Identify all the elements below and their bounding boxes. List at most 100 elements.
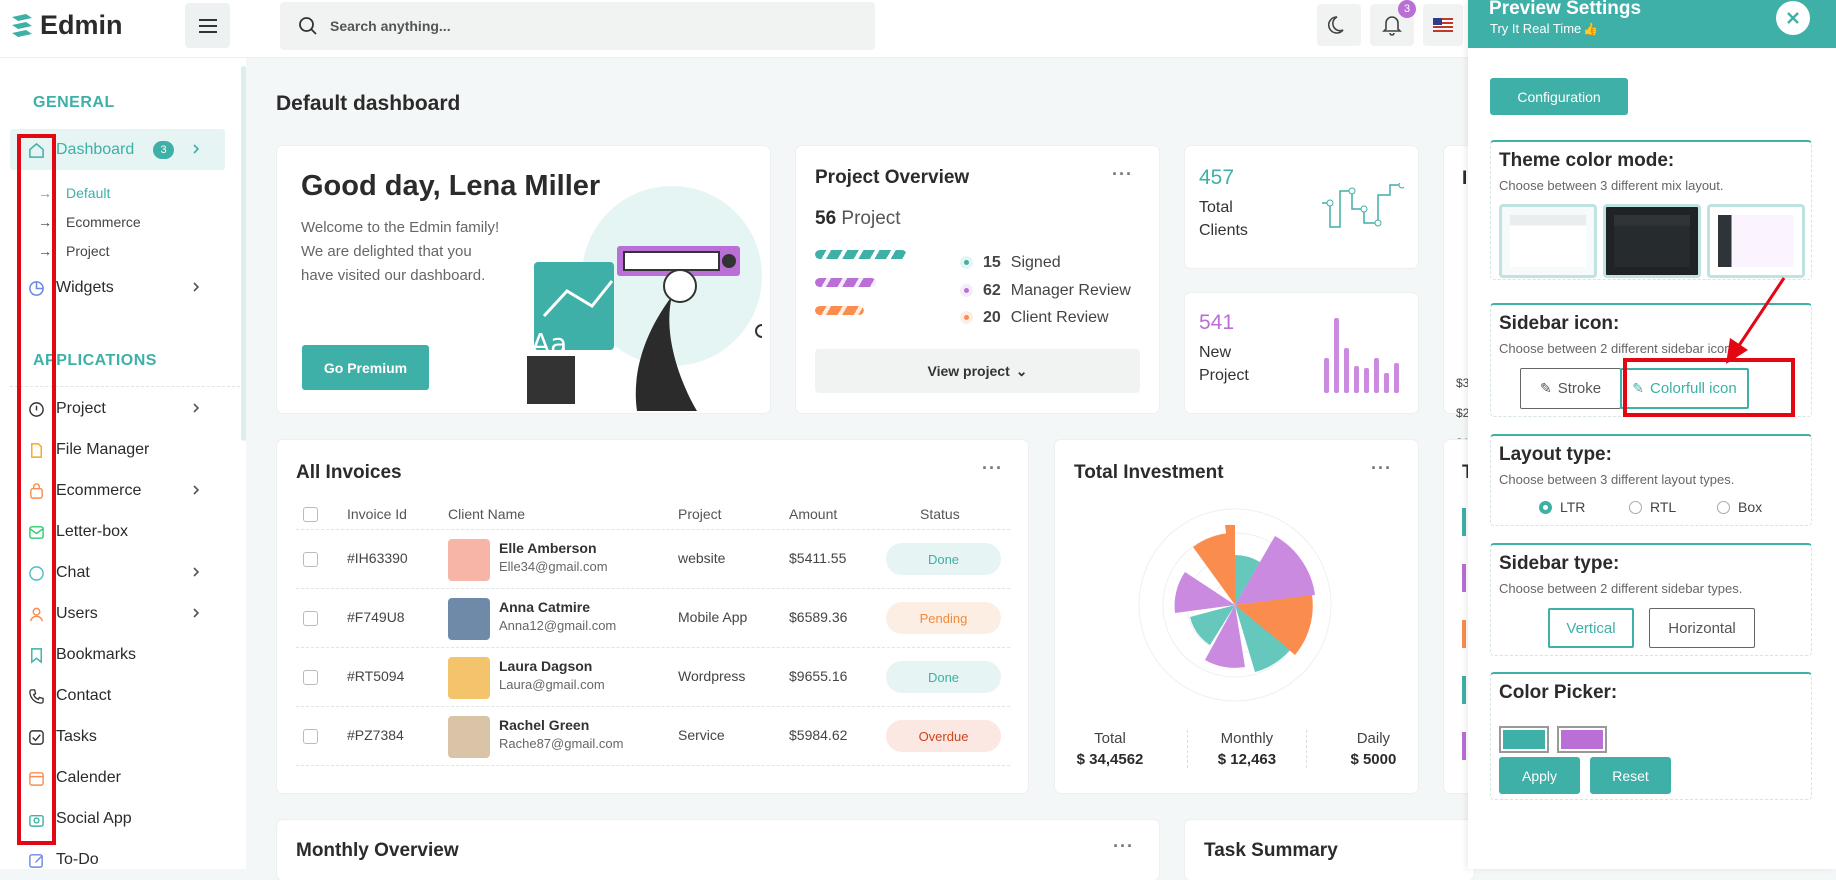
project-count: 56 Project <box>815 208 901 230</box>
sidebar-item-dashboard[interactable]: Dashboard 3 <box>10 129 225 170</box>
sidebar-item-letter-box[interactable]: Letter-box <box>10 511 225 552</box>
apply-button[interactable]: Apply <box>1499 757 1580 794</box>
sidebar-item-file-manager[interactable]: File Manager <box>10 429 225 470</box>
layout-ltr-radio[interactable]: LTR <box>1539 499 1585 515</box>
project-name: Wordpress <box>678 668 746 684</box>
sidebar-item-tasks[interactable]: Tasks <box>10 716 225 757</box>
project-name: Mobile App <box>678 609 748 625</box>
configuration-button[interactable]: Configuration <box>1490 78 1628 115</box>
status-label: Client Review <box>1010 309 1109 326</box>
sidebar-item-label: Calender <box>56 768 121 786</box>
client-review-progress <box>815 306 864 315</box>
table-row: #RT5094 Laura Dagson Laura@gmail.com Wor… <box>296 648 1010 707</box>
theme-light-option[interactable] <box>1499 204 1597 278</box>
more-options-button[interactable]: ··· <box>1113 836 1134 856</box>
theme-dark-option[interactable] <box>1603 204 1701 278</box>
user-icon <box>30 607 43 622</box>
sidebar-icon-box: Sidebar icon: Choose between 2 different… <box>1490 303 1812 417</box>
notification-button[interactable]: 3 <box>1370 0 1416 46</box>
radio-dot <box>1539 500 1552 514</box>
secondary-color-swatch[interactable] <box>1557 726 1607 753</box>
vertical-sidebar-option[interactable]: Vertical <box>1548 608 1634 648</box>
sidebar-sub-project[interactable]: → Project <box>38 243 110 259</box>
file-icon <box>31 443 42 458</box>
select-all-checkbox[interactable] <box>303 507 318 522</box>
row-checkbox[interactable] <box>303 611 318 626</box>
partial-card-title: I <box>1462 168 1468 189</box>
menu-toggle-button[interactable] <box>185 3 230 48</box>
close-panel-button[interactable] <box>1776 1 1810 35</box>
brand-logo[interactable]: Edmin <box>8 10 123 41</box>
us-flag-icon <box>1433 18 1453 32</box>
card-title: Task Summary <box>1204 840 1338 861</box>
status-item: 62 Manager Review <box>960 277 1131 305</box>
invoice-id: #IH63390 <box>347 550 408 566</box>
theme-color-mode-box: Theme color mode: Choose between 3 diffe… <box>1490 140 1812 280</box>
row-checkbox[interactable] <box>303 552 318 567</box>
horizontal-sidebar-option[interactable]: Horizontal <box>1649 608 1755 648</box>
phone-icon <box>29 689 44 704</box>
project-name: Service <box>678 727 725 743</box>
more-options-button[interactable]: ··· <box>1112 164 1133 184</box>
sidebar-item-users[interactable]: Users <box>10 593 225 634</box>
row-checkbox[interactable] <box>303 670 318 685</box>
sidebar-item-to-do[interactable]: To-Do <box>10 839 225 880</box>
partial-bar <box>1462 732 1466 760</box>
dark-mode-toggle[interactable] <box>1317 4 1361 46</box>
sidebar: GENERAL Dashboard 3 → Default → Ecommerce … <box>0 58 246 869</box>
box-title: Layout type: <box>1499 444 1612 465</box>
project-count-label: Project <box>841 208 901 229</box>
stroke-icon-option[interactable]: ✎ Stroke <box>1520 368 1621 409</box>
sidebar-item-project[interactable]: Project <box>10 388 225 429</box>
annotation-highlight-colorfull-icon <box>1623 358 1795 417</box>
reset-button[interactable]: Reset <box>1590 757 1671 794</box>
more-options-button[interactable]: ··· <box>982 458 1003 478</box>
sidebar-item-label: Chat <box>56 563 90 581</box>
panel-subtitle: Try It Real Time 👍 <box>1490 21 1598 36</box>
sidebar-item-calender[interactable]: Calender <box>10 757 225 798</box>
moon-icon <box>1328 16 1344 34</box>
colorfull-icon-option[interactable]: ✎ Colorfull icon <box>1620 368 1749 409</box>
status-item: 15 Signed <box>960 249 1131 277</box>
layout-type-box: Layout type: Choose between 3 different … <box>1490 434 1812 526</box>
avatar <box>448 598 490 640</box>
shopping-bag-icon <box>30 483 43 499</box>
sidebar-item-chat[interactable]: Chat <box>10 552 225 593</box>
sidebar-item-social-app[interactable]: Social App <box>10 798 225 839</box>
sidebar-sub-default[interactable]: → Default <box>38 185 110 201</box>
welcome-illustration <box>527 186 762 411</box>
go-premium-button[interactable]: Go Premium <box>302 345 429 390</box>
stat-label-line: New <box>1199 344 1232 361</box>
primary-color-swatch[interactable] <box>1499 726 1549 753</box>
view-project-button[interactable]: View project ⌄ <box>815 349 1140 393</box>
sidebar-item-label: To-Do <box>56 850 99 868</box>
view-project-label: View project <box>927 363 1010 379</box>
card-title: Total Investment <box>1074 462 1224 483</box>
sidebar-item-ecommerce[interactable]: Ecommerce <box>10 470 225 511</box>
row-checkbox[interactable] <box>303 729 318 744</box>
sidebar-sub-ecommerce[interactable]: → Ecommerce <box>38 214 141 230</box>
sidebar-item-label: Users <box>56 604 98 622</box>
more-options-button[interactable]: ··· <box>1371 458 1392 478</box>
edit-icon <box>29 854 43 868</box>
search-input[interactable] <box>330 18 750 34</box>
sidebar-scrollbar[interactable] <box>241 66 246 441</box>
project-status-list: 15 Signed 62 Manager Review 20 Client Revie… <box>960 249 1131 332</box>
status-dot <box>960 311 973 325</box>
avatar <box>448 657 490 699</box>
language-selector[interactable] <box>1423 4 1463 46</box>
box-description: Choose between 3 different layout types. <box>1499 472 1735 487</box>
search-bar[interactable] <box>280 2 875 50</box>
sidebar-item-contact[interactable]: Contact <box>10 675 225 716</box>
investment-polar-chart <box>1138 508 1332 702</box>
sidebar-item-bookmarks[interactable]: Bookmarks <box>10 634 225 675</box>
table-row: #PZ7384 Rachel Green Rache87@gmail.com S… <box>296 707 1010 766</box>
layout-box-radio[interactable]: Box <box>1717 499 1762 515</box>
panel-subtitle-text: Try It Real Time <box>1490 21 1582 36</box>
sidebar-item-widgets[interactable]: Widgets <box>10 267 225 308</box>
chevron-right-icon <box>193 144 200 154</box>
layout-rtl-radio[interactable]: RTL <box>1629 499 1676 515</box>
theme-mix-option[interactable] <box>1707 204 1805 278</box>
widgets-icon <box>29 281 44 296</box>
partial-value: $3 <box>1456 376 1470 390</box>
